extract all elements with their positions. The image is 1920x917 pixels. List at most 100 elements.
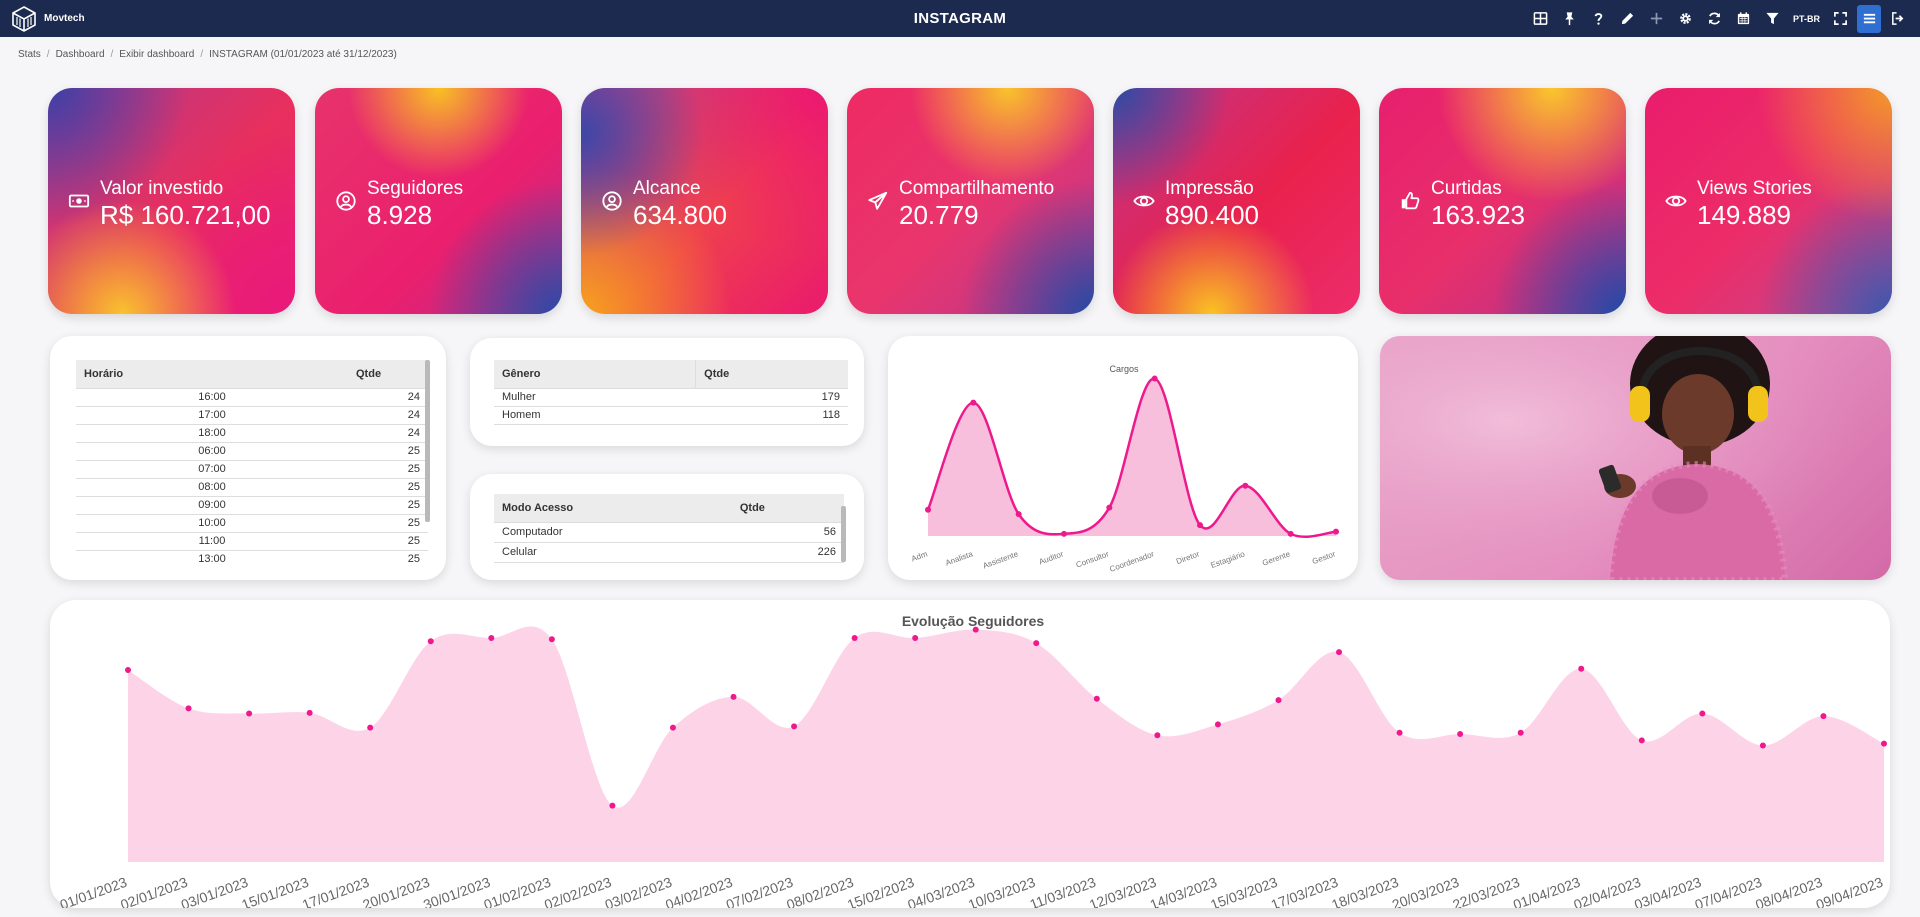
data-point: [1275, 697, 1282, 704]
cell-qtde: 179: [695, 388, 848, 407]
data-point: [1820, 713, 1827, 720]
table-row: 13:00 25: [76, 550, 428, 562]
kpi-card-seguidores: Seguidores 8.928: [315, 88, 562, 314]
x-tick-label: Consultor: [1075, 549, 1111, 569]
gear-icon[interactable]: [1671, 5, 1700, 33]
x-tick-label: 20/03/2023: [1390, 874, 1462, 908]
kpi-value: 890.400: [1165, 200, 1259, 230]
data-point: [925, 506, 931, 513]
plus-icon[interactable]: [1642, 5, 1671, 33]
kpi-value: 8.928: [367, 200, 433, 230]
data-point: [970, 399, 977, 406]
pin-icon[interactable]: [1555, 5, 1584, 33]
x-tick-label: 09/04/2023: [1814, 874, 1886, 908]
data-point: [1015, 511, 1022, 518]
pencil-icon[interactable]: [1613, 5, 1642, 33]
data-point: [1033, 640, 1040, 647]
cell-qtde: 56: [731, 522, 844, 543]
x-tick-label: 10/03/2023: [966, 874, 1038, 908]
table-row: Mulher 179: [494, 388, 848, 407]
cell-qtde: 118: [695, 406, 848, 425]
scrollbar[interactable]: [425, 360, 430, 522]
column-header-genero[interactable]: Gênero: [494, 360, 697, 389]
scrollbar[interactable]: [841, 506, 846, 562]
data-point: [1517, 729, 1524, 736]
menu-icon[interactable]: [1857, 4, 1881, 33]
table-row: 08:00 25: [76, 478, 428, 497]
data-point: [1154, 732, 1161, 739]
data-point: [1578, 665, 1585, 672]
breadcrumb-current: INSTAGRAM (01/01/2023 até 31/12/2023): [209, 49, 397, 60]
x-tick-label: Adm: [910, 549, 929, 563]
cell-genero: Homem: [494, 406, 696, 425]
logout-icon[interactable]: [1883, 5, 1912, 33]
breadcrumb-stats[interactable]: Stats: [18, 49, 41, 60]
genero-table: Gênero Qtde Mulher 179 Homem 118: [494, 360, 848, 425]
cell-horario: 07:00: [76, 460, 348, 479]
column-header-modo-acesso[interactable]: Modo Acesso: [494, 494, 732, 523]
data-point: [609, 802, 616, 809]
cell-qtde: 24: [348, 406, 428, 425]
data-point: [1093, 695, 1100, 702]
genero-panel: Gênero Qtde Mulher 179 Homem 118: [470, 338, 864, 446]
money-icon: [68, 190, 92, 214]
filter-icon[interactable]: [1758, 5, 1787, 33]
modo-acesso-table-scroll[interactable]: Modo Acesso Qtde Computador 56 Celular 226: [494, 494, 844, 564]
kpi-card-valor-investido: Valor investido R$ 160.721,00: [48, 88, 295, 314]
help-icon[interactable]: [1584, 5, 1613, 33]
user-circle-icon: [601, 190, 625, 214]
x-tick-label: 11/03/2023: [1028, 874, 1099, 908]
eye-icon: [1665, 190, 1689, 214]
x-tick-label: Assistente: [982, 549, 1020, 570]
chart-title: Cargos: [1109, 364, 1139, 374]
calendar-icon[interactable]: [1729, 5, 1758, 33]
kpi-value: 20.779: [899, 200, 979, 230]
table-row: 17:00 24: [76, 406, 428, 425]
cell-horario: 06:00: [76, 442, 348, 461]
x-tick-label: 02/02/2023: [542, 874, 614, 908]
column-header-qtde[interactable]: Qtde: [695, 360, 848, 389]
cell-qtde: 25: [348, 514, 428, 533]
data-point: [1287, 530, 1294, 537]
series-area: [128, 626, 1884, 862]
data-point: [730, 693, 737, 700]
cell-horario: 17:00: [76, 406, 348, 425]
fullscreen-icon[interactable]: [1826, 5, 1855, 33]
data-point: [1336, 649, 1343, 656]
data-point: [1396, 729, 1403, 736]
column-header-qtde[interactable]: Qtde: [731, 494, 844, 523]
horario-table: Horário Qtde 16:00 24 17:00 24 18:00 24 06:…: [76, 360, 428, 562]
x-tick-label: 22/03/2023: [1450, 874, 1522, 908]
data-point: [548, 636, 555, 643]
kpi-card-alcance: Alcance 634.800: [581, 88, 828, 314]
brand[interactable]: Movtech: [10, 5, 85, 33]
x-tick-label: 02/04/2023: [1571, 874, 1643, 908]
cell-horario: 08:00: [76, 478, 348, 497]
data-point: [1457, 731, 1464, 737]
kpi-label: Views Stories: [1697, 178, 1812, 199]
data-point: [1151, 375, 1158, 382]
breadcrumb-exibir-dashboard[interactable]: Exibir dashboard: [119, 49, 195, 60]
data-point: [1214, 721, 1221, 728]
chart-title: Evolução Seguidores: [902, 613, 1045, 629]
x-tick-label: 17/03/2023: [1269, 874, 1341, 908]
data-point: [1881, 740, 1887, 747]
data-point: [1242, 482, 1249, 489]
column-header-qtde[interactable]: Qtde: [348, 360, 428, 389]
data-point: [851, 635, 858, 641]
data-point: [185, 705, 192, 712]
x-tick-label: 07/04/2023: [1693, 874, 1765, 908]
x-tick-label: Diretor: [1175, 549, 1201, 566]
x-tick-label: 14/03/2023: [1148, 874, 1220, 908]
x-tick-label: 04/03/2023: [905, 874, 977, 908]
data-point: [669, 724, 676, 731]
refresh-icon[interactable]: [1700, 5, 1729, 33]
language-selector[interactable]: PT-BR: [1793, 13, 1820, 24]
modo-acesso-table: Modo Acesso Qtde Computador 56 Celular 226: [494, 494, 844, 563]
cell-qtde: 24: [348, 388, 428, 407]
grid-icon[interactable]: [1526, 5, 1555, 33]
cell-modo-acesso: Celular: [494, 542, 732, 563]
breadcrumb-dashboard[interactable]: Dashboard: [55, 49, 105, 60]
horario-table-scroll[interactable]: Horário Qtde 16:00 24 17:00 24 18:00 24 06:…: [76, 360, 428, 562]
column-header-horario[interactable]: Horário: [76, 360, 348, 389]
